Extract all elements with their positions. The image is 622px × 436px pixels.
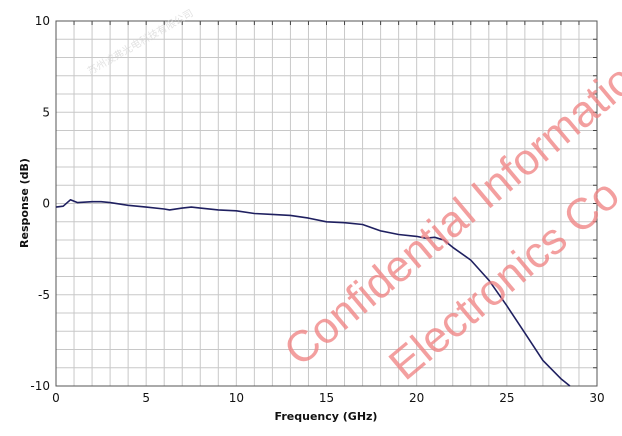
response-line <box>55 199 571 387</box>
x-tick-label: 25 <box>499 391 514 405</box>
x-tick-label: 5 <box>142 391 150 405</box>
x-axis-label: Frequency (GHz) <box>275 410 378 423</box>
series-layer <box>55 199 571 387</box>
x-tick-label: 15 <box>319 391 334 405</box>
watermark-cn: 苏州波弗光电科技有限公司 <box>85 6 195 77</box>
tick-labels: 0 5 10 15 20 25 30 -10 -5 0 5 10 <box>30 14 604 405</box>
y-tick-label: -10 <box>30 379 50 393</box>
y-axis-label: Response (dB) <box>18 158 31 248</box>
x-tick-label: 20 <box>409 391 424 405</box>
y-tick-label: -5 <box>38 288 50 302</box>
grid <box>55 20 598 387</box>
x-tick-label: 30 <box>589 391 604 405</box>
plot-frame <box>55 20 598 387</box>
y-tick-label: 0 <box>42 197 50 211</box>
y-tick-label: 10 <box>35 14 50 28</box>
y-tick-label: 5 <box>42 105 50 119</box>
x-tick-label: 10 <box>229 391 244 405</box>
x-tick-label: 0 <box>52 391 60 405</box>
